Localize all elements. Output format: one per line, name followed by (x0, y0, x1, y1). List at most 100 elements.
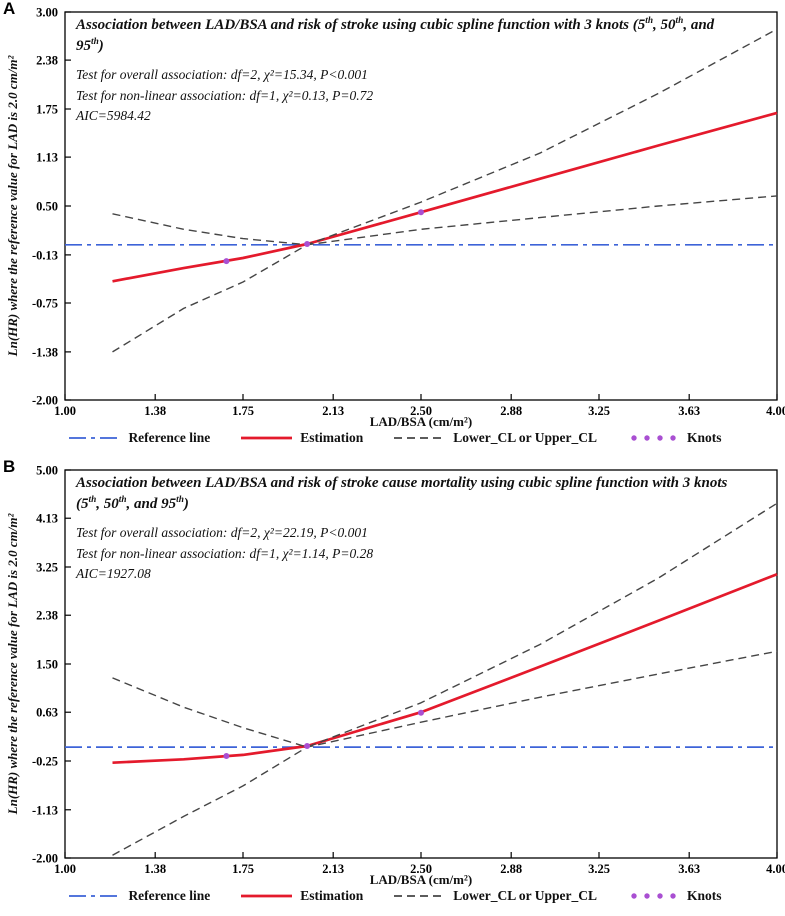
knot-dot-sample (670, 893, 676, 899)
legend-label: Knots (687, 430, 722, 445)
legend-item-knots: Knots (627, 430, 722, 446)
legend-label: Estimation (300, 888, 364, 903)
y-tick-label: 0.50 (36, 200, 58, 214)
legend-item-knots: Knots (627, 888, 722, 904)
legend-item-lower-upper-cl: Lower_CL or Upper_CL (393, 888, 597, 904)
x-tick-label: 3.25 (588, 404, 610, 418)
legend-item-reference-line: Reference line (68, 888, 210, 904)
upper-cl-line (112, 28, 778, 246)
y-tick-label: 1.75 (36, 103, 58, 117)
panel-letter: B (3, 457, 16, 476)
chart-legend: Reference line Estimation Lower_CL or Up… (25, 888, 765, 904)
annotation-block: Association between LAD/BSA and risk of … (76, 15, 731, 127)
y-tick-label: 0.63 (36, 706, 58, 720)
knot-dot (304, 743, 311, 749)
estimation-line-sample-icon (241, 436, 293, 440)
y-tick-label: -2.00 (32, 852, 58, 866)
y-tick-label: -1.38 (32, 345, 58, 359)
legend-label: Reference line (128, 430, 211, 445)
y-tick-label: 3.00 (36, 6, 58, 20)
x-tick-label: 4.00 (766, 862, 785, 876)
x-tick-label: 2.50 (410, 404, 432, 418)
lower-cl-line (112, 195, 778, 353)
y-tick-label: 4.13 (36, 512, 58, 526)
estimation-line (112, 111, 778, 283)
x-tick-label: 1.75 (232, 862, 254, 876)
x-tick-label: 1.38 (144, 404, 166, 418)
upper-cl-line (112, 502, 778, 748)
x-tick-label: 2.88 (500, 862, 522, 876)
y-tick-label: -2.00 (32, 394, 58, 408)
legend-item-estimation: Estimation (240, 430, 363, 446)
knot-dot-sample (631, 435, 637, 441)
legend-item-lower-upper-cl: Lower_CL or Upper_CL (393, 430, 597, 446)
x-tick-label: 1.00 (54, 404, 76, 418)
y-tick-label: -1.13 (32, 803, 58, 817)
chart-legend: Reference line Estimation Lower_CL or Up… (25, 430, 765, 446)
y-tick-label: 2.38 (36, 54, 58, 68)
annotation-block: Association between LAD/BSA and risk of … (76, 473, 731, 585)
legend-label: Lower_CL or Upper_CL (453, 888, 598, 903)
y-tick-label: -0.75 (32, 297, 58, 311)
legend-label: Lower_CL or Upper_CL (453, 430, 598, 445)
y-tick-label: -0.25 (32, 755, 58, 769)
knot-dot (418, 709, 424, 716)
x-tick-label: 1.75 (232, 404, 254, 418)
estimation-line (112, 572, 778, 765)
x-tick-label: 2.13 (322, 404, 344, 418)
chart-title: Association between LAD/BSA and risk of … (76, 475, 728, 513)
legend-item-reference-line: Reference line (68, 430, 210, 446)
knot-dot-sample (644, 893, 650, 899)
spline-chart: 5.004.133.252.381.500.63-0.25-1.13-2.001… (32, 464, 785, 877)
stat-aic: AIC=5984.42 (76, 108, 151, 124)
stat-overall-association: Test for overall association: df=2, χ²=2… (76, 524, 368, 540)
y-tick-label: 2.38 (36, 609, 58, 623)
knot-dot-sample (657, 435, 663, 441)
x-axis-title: LAD/BSA (cm/m²) (369, 872, 473, 887)
x-tick-label: 4.00 (766, 404, 785, 418)
knot-dot (418, 209, 424, 216)
panel-letter: A (3, 0, 16, 18)
y-tick-label: 3.25 (36, 561, 58, 575)
x-axis-title: LAD/BSA (cm/m²) (369, 414, 473, 429)
x-tick-label: 1.38 (144, 862, 166, 876)
panel-b: B Ln(HR) where the reference value for L… (0, 457, 785, 916)
legend-item-estimation: Estimation (240, 888, 363, 904)
x-tick-label: 1.00 (54, 862, 76, 876)
cl-line-sample-icon (394, 895, 446, 897)
reference-line-sample-icon (69, 895, 121, 897)
stat-aic: AIC=1927.08 (76, 566, 151, 582)
x-tick-label: 3.63 (678, 862, 700, 876)
estimation-line-sample-icon (241, 894, 293, 898)
panel-a: A Ln(HR) where the reference value for L… (3, 0, 785, 446)
knots-dots-sample-icon (631, 893, 676, 899)
knot-dot-sample (670, 435, 676, 441)
knot-dot-sample (631, 893, 637, 899)
knot-dot (223, 258, 230, 265)
y-tick-label: 1.13 (36, 151, 58, 165)
y-tick-label: -0.13 (32, 248, 58, 262)
legend-label: Knots (687, 888, 722, 903)
knot-dot-sample (644, 435, 650, 441)
y-tick-label: 1.50 (36, 658, 58, 672)
knot-dot-sample (657, 893, 663, 899)
legend-label: Reference line (128, 888, 211, 903)
reference-line-sample-icon (69, 437, 121, 439)
knot-dot (304, 241, 311, 247)
spline-chart: 3.00 2.38 1.75 1.13 0.50 -0.13 -0.75 -1.38 -2.00… (32, 6, 785, 419)
chart-title: Association between LAD/BSA and risk of … (76, 16, 715, 55)
x-tick-label: 3.63 (678, 404, 700, 418)
knot-dot (223, 753, 230, 759)
y-tick-label: 5.00 (36, 464, 58, 478)
x-tick-label: 3.25 (588, 862, 610, 876)
x-tick-label: 2.50 (410, 862, 432, 876)
x-tick-label: 2.13 (322, 862, 344, 876)
lower-cl-line (112, 650, 778, 856)
legend-label: Estimation (300, 430, 364, 445)
cl-line-sample-icon (394, 437, 446, 439)
stat-nonlinear-association: Test for non-linear association: df=1, χ… (76, 87, 374, 103)
knots-dots-sample-icon (631, 435, 676, 441)
stat-overall-association: Test for overall association: df=2, χ²=1… (76, 66, 368, 82)
x-tick-label: 2.88 (500, 404, 522, 418)
stat-nonlinear-association: Test for non-linear association: df=1, χ… (76, 545, 374, 561)
